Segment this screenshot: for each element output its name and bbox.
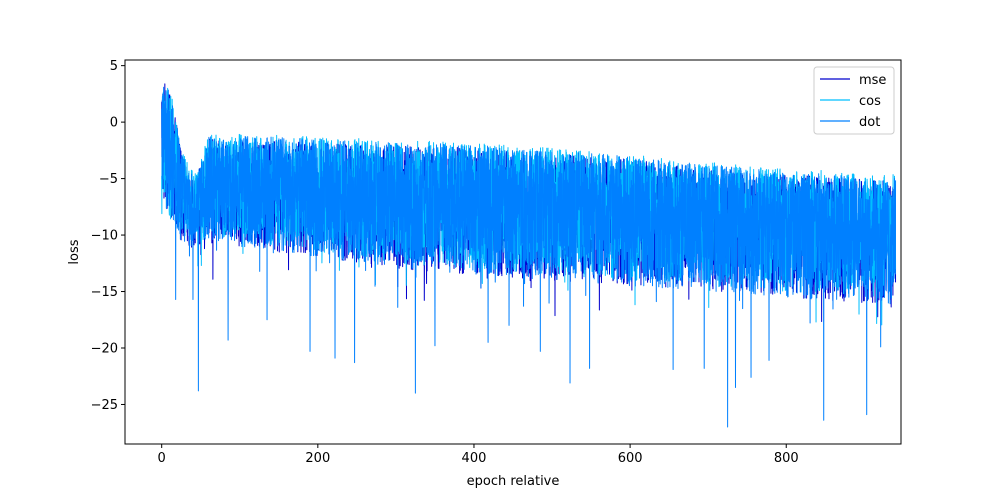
- x-tick-label: 800: [774, 451, 799, 466]
- y-tick-label: 5: [110, 59, 118, 74]
- x-tick-label: 600: [618, 451, 643, 466]
- y-tick-label: −20: [91, 342, 118, 357]
- legend-box: [813, 66, 895, 135]
- x-axis-label: epoch relative: [467, 474, 560, 489]
- axes-frame: [124, 59, 902, 445]
- y-tick-label: −5: [99, 172, 118, 187]
- series-dot-line: [161, 86, 897, 428]
- y-tick-label: 0: [110, 116, 118, 131]
- y-axis-label: loss: [67, 239, 82, 264]
- y-ticks: 5 0 −5 −10 −15 −20 −25: [91, 59, 125, 413]
- series-layer: [161, 83, 897, 428]
- legend: mse cos dot: [813, 66, 895, 135]
- y-tick-label: −15: [91, 285, 118, 300]
- legend-label-dot: dot: [859, 115, 880, 130]
- x-ticks: 0 200 400 600 800: [158, 444, 799, 466]
- y-tick-label: −25: [91, 398, 118, 413]
- x-tick-label: 200: [305, 451, 330, 466]
- legend-label-cos: cos: [859, 94, 881, 109]
- x-tick-label: 400: [462, 451, 487, 466]
- y-tick-label: −10: [91, 229, 118, 244]
- x-tick-label: 0: [158, 451, 166, 466]
- legend-label-mse: mse: [859, 73, 886, 88]
